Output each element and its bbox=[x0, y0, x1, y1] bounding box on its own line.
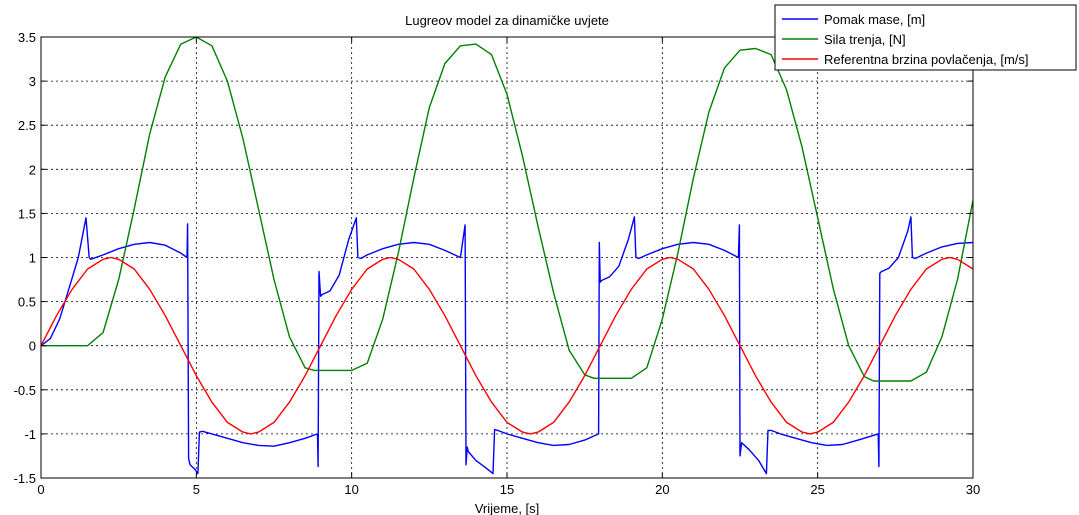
x-tick-label: 5 bbox=[193, 482, 200, 497]
y-tick-label: 2 bbox=[29, 162, 36, 177]
legend-box bbox=[774, 4, 1077, 71]
y-tick-label: 3.5 bbox=[18, 30, 36, 45]
y-tick-label: 3 bbox=[29, 74, 36, 89]
series-line-1 bbox=[41, 216, 973, 475]
y-tick-label: 1.5 bbox=[18, 206, 36, 221]
y-tick-label: -1.5 bbox=[14, 471, 36, 486]
legend-label-3: Referentna brzina povlačenja, [m/s] bbox=[824, 52, 1029, 67]
grid-layer bbox=[41, 37, 973, 478]
legend: Pomak mase, [m] Sila trenja, [N] Referentn… bbox=[774, 4, 1077, 71]
x-tick-label: 15 bbox=[500, 482, 514, 497]
series-layer bbox=[41, 37, 973, 475]
series-line-2 bbox=[41, 37, 973, 382]
y-tick-label: -0.5 bbox=[14, 383, 36, 398]
series-line-3 bbox=[41, 256, 973, 435]
y-tick-label: 0.5 bbox=[18, 295, 36, 310]
y-tick-label: 2.5 bbox=[18, 118, 36, 133]
x-tick-label: 20 bbox=[655, 482, 669, 497]
y-tick-label: 1 bbox=[29, 251, 36, 266]
x-tick-label: 10 bbox=[344, 482, 358, 497]
x-tick-label: 0 bbox=[37, 482, 44, 497]
legend-label-2: Sila trenja, [N] bbox=[824, 32, 906, 47]
y-tick-label: 0 bbox=[29, 339, 36, 354]
tick-layer: 0 5 10 15 20 25 30 -1.5 -1 -0.5 0 0.5 1 1.5 2 2.5 3 3.5 bbox=[14, 30, 981, 497]
y-tick-label: -1 bbox=[24, 427, 36, 442]
chart-title: Lugreov model za dinamičke uvjete bbox=[405, 13, 609, 28]
x-tick-label: 25 bbox=[810, 482, 824, 497]
x-tick-label: 30 bbox=[966, 482, 980, 497]
x-axis-label: Vrijeme, [s] bbox=[475, 501, 540, 515]
legend-label-1: Pomak mase, [m] bbox=[824, 12, 925, 27]
